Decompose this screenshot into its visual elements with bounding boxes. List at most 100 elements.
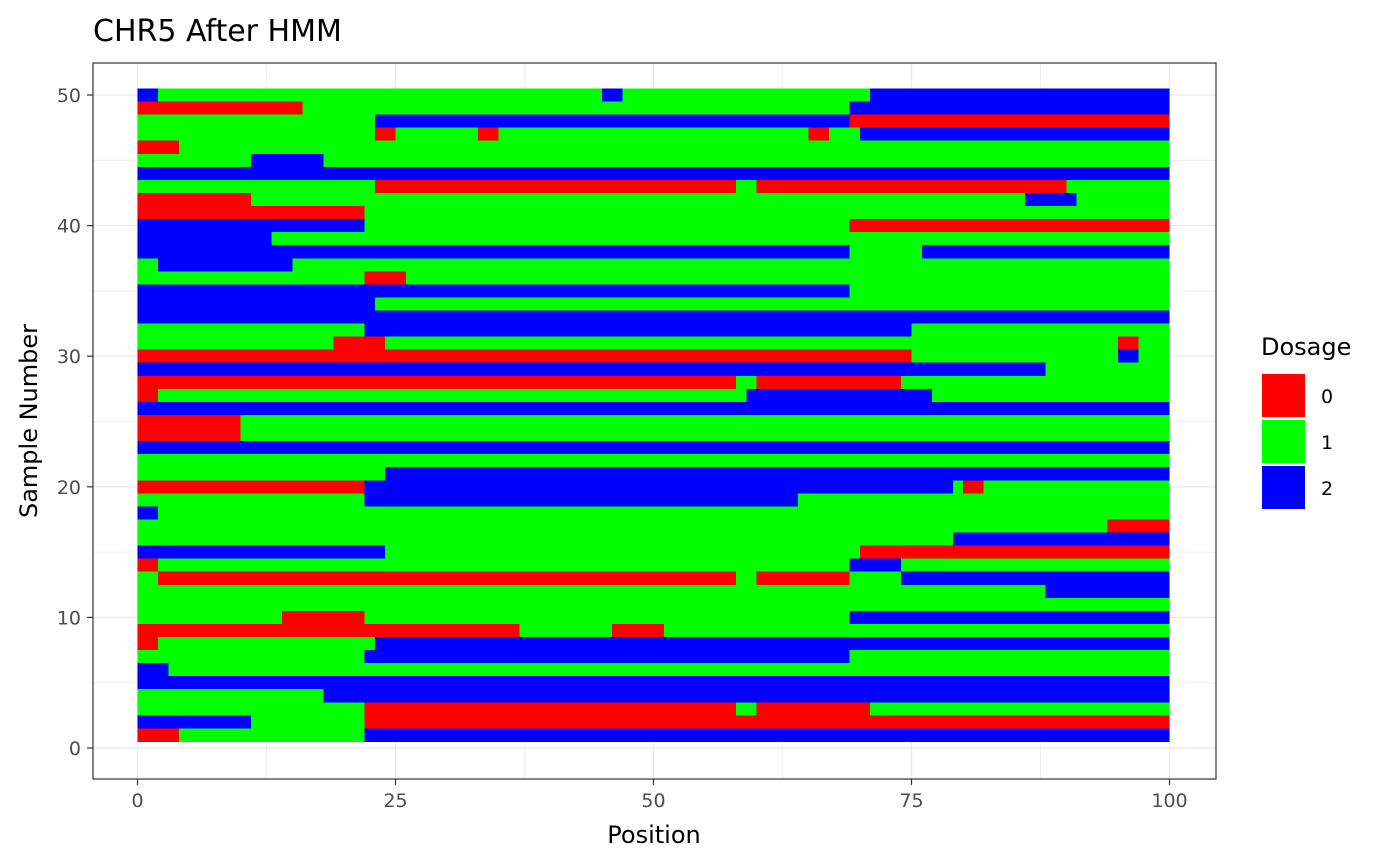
heatmap-cell xyxy=(137,101,313,115)
heatmap-cell xyxy=(168,663,1170,677)
heatmap-cell xyxy=(849,101,1170,115)
heatmap-cell xyxy=(756,375,912,390)
heatmap-cell xyxy=(137,297,386,311)
heatmap-cell xyxy=(849,610,1170,625)
legend-title: Dosage xyxy=(1261,333,1351,361)
heatmap-cell xyxy=(137,545,396,560)
heatmap-cell xyxy=(137,414,252,429)
heatmap-cell xyxy=(137,441,1170,455)
heatmap-cell xyxy=(498,127,819,142)
plot-panel-border xyxy=(92,62,1217,780)
heatmap-cell xyxy=(828,127,871,142)
heatmap-cell xyxy=(952,532,1170,546)
heatmap-cell xyxy=(158,388,757,403)
heatmap-cell xyxy=(374,636,1170,651)
heatmap-cell xyxy=(849,114,1170,129)
heatmap-cell xyxy=(137,127,386,142)
heatmap-cell xyxy=(137,232,282,246)
heatmap-cell xyxy=(849,245,933,259)
heatmap-cell xyxy=(137,323,375,338)
heatmap-cell xyxy=(901,375,1170,390)
heatmap-cell xyxy=(395,127,489,142)
heatmap-cell xyxy=(849,219,1170,233)
heatmap-cell xyxy=(137,206,375,220)
legend: Dosage 0 1 2 xyxy=(1261,333,1351,509)
heatmap-cell xyxy=(137,584,1056,599)
heatmap-cell xyxy=(364,480,964,494)
heatmap-cell xyxy=(364,650,860,664)
heatmap-cell xyxy=(302,101,860,115)
heatmap-cell xyxy=(364,219,860,233)
legend-label: 1 xyxy=(1321,432,1333,454)
heatmap-cell xyxy=(137,467,396,481)
heatmap-cell xyxy=(921,245,1170,259)
heatmap-cell xyxy=(137,610,293,625)
y-tick-label: 0 xyxy=(69,738,81,760)
heatmap-cell xyxy=(137,284,860,298)
heatmap-cell xyxy=(364,493,809,507)
heatmap-cell xyxy=(158,636,386,651)
heatmap-cell xyxy=(137,597,1170,612)
x-tick-label: 50 xyxy=(641,790,665,812)
heatmap-cell xyxy=(849,284,1170,298)
legend-label: 2 xyxy=(1321,478,1333,500)
heatmap-cell xyxy=(137,219,375,233)
heatmap-cell xyxy=(1138,336,1170,351)
heatmap-cell xyxy=(374,297,1170,311)
heatmap-cell xyxy=(983,480,1170,494)
y-tick-label: 10 xyxy=(57,607,81,629)
heatmap-cell xyxy=(147,650,375,664)
heatmap-cell xyxy=(364,206,1170,220)
heatmap-cell xyxy=(137,179,386,194)
heatmap-cell xyxy=(158,571,747,586)
x-axis-ticks: 0 25 50 75 100 xyxy=(131,779,1188,812)
heatmap-cell xyxy=(178,728,375,742)
heatmap-cell xyxy=(137,349,922,364)
heatmap-cell xyxy=(612,623,675,638)
heatmap-cell xyxy=(137,271,375,285)
heatmap-cell xyxy=(901,571,1170,586)
heatmap-cell xyxy=(364,715,1170,729)
heatmap-cell xyxy=(137,428,252,442)
heatmap-cell xyxy=(870,702,1170,716)
heatmap-cell xyxy=(1076,192,1170,207)
heatmap-cell xyxy=(137,310,1170,324)
heatmap-cell xyxy=(385,467,1170,481)
heatmap-cell xyxy=(137,401,1170,416)
y-tick-label: 30 xyxy=(57,346,81,368)
heatmap-cell xyxy=(137,702,375,716)
heatmap-cell xyxy=(364,323,922,338)
x-tick-label: 0 xyxy=(131,790,143,812)
heatmap-cell xyxy=(178,140,1170,155)
heatmap-cell xyxy=(137,480,375,494)
heatmap-cell xyxy=(797,493,1170,507)
heatmap-cell xyxy=(622,88,881,102)
heatmap-cell xyxy=(932,388,1170,403)
heatmap-cell xyxy=(251,715,375,729)
heatmap-cell xyxy=(374,114,860,129)
heatmap-cell xyxy=(137,362,1056,377)
heatmap-cell xyxy=(870,88,1170,102)
heatmap-cell xyxy=(849,571,912,586)
heatmap-cell xyxy=(1066,179,1170,194)
heatmap-cell xyxy=(385,336,1129,351)
heatmap-cell xyxy=(281,610,375,625)
heatmap-cell xyxy=(137,663,179,677)
legend-label: 0 xyxy=(1321,386,1333,408)
heatmap-cell xyxy=(405,271,1170,285)
heatmap-cell xyxy=(137,493,375,507)
y-tick-label: 20 xyxy=(57,477,81,499)
heatmap-cell xyxy=(137,166,1170,181)
heatmap-cell xyxy=(271,232,1170,246)
heatmap-cell xyxy=(323,689,1170,703)
heatmap-cell xyxy=(911,323,1170,338)
heatmap-cell xyxy=(1045,584,1170,599)
heatmap-cell xyxy=(849,650,1170,664)
legend-swatch xyxy=(1262,466,1305,509)
heatmap-cell xyxy=(240,428,1170,442)
heatmap-cells xyxy=(137,88,1170,742)
heatmap-cell xyxy=(137,532,964,546)
heatmap-cell xyxy=(364,610,860,625)
heatmap-cell xyxy=(519,623,623,638)
